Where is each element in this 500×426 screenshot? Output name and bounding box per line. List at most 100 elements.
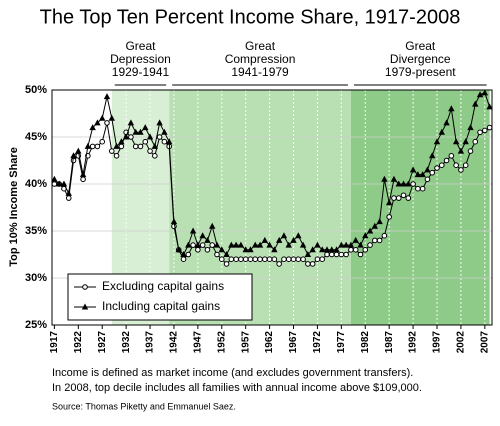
data-point	[410, 181, 416, 187]
data-point	[324, 251, 330, 258]
data-point	[314, 256, 321, 263]
data-point	[204, 247, 211, 253]
data-point	[347, 241, 355, 248]
data-point	[328, 246, 335, 253]
data-point	[199, 242, 206, 248]
data-point	[467, 124, 474, 131]
source: Source: Thomas Piketty and Emmanuel Saez…	[52, 401, 236, 411]
data-point	[151, 142, 159, 149]
data-point	[161, 128, 168, 135]
data-point	[256, 241, 264, 248]
data-point	[415, 185, 421, 192]
x-tick-label: 1937	[145, 331, 156, 354]
data-point	[319, 246, 326, 253]
data-point	[448, 105, 455, 112]
data-point	[185, 251, 192, 258]
data-point	[128, 134, 134, 140]
data-point	[261, 236, 269, 243]
data-point	[443, 119, 450, 126]
period-label: Great	[245, 39, 276, 53]
data-point	[372, 237, 378, 244]
data-point	[333, 246, 340, 253]
data-point	[476, 91, 484, 98]
data-point	[199, 232, 206, 239]
data-point	[223, 251, 230, 257]
data-point	[438, 128, 445, 135]
legend-label: Including capital gains	[102, 299, 220, 313]
data-point	[60, 180, 68, 187]
period-label: 1929-1941	[112, 65, 170, 79]
data-point	[228, 241, 235, 248]
data-point	[108, 114, 115, 121]
data-point	[281, 256, 287, 263]
data-point	[381, 232, 388, 239]
legend-box	[67, 273, 253, 321]
data-point	[481, 89, 489, 96]
data-point	[55, 180, 63, 187]
data-point	[104, 120, 110, 126]
data-point	[247, 246, 254, 253]
period-label: Great	[405, 39, 436, 53]
data-point	[113, 153, 120, 159]
data-point	[84, 142, 92, 149]
data-point	[314, 241, 321, 248]
data-point	[458, 167, 464, 173]
data-point	[94, 143, 101, 150]
data-point	[242, 256, 249, 263]
data-point	[362, 232, 369, 239]
data-point	[467, 148, 474, 154]
data-point	[290, 256, 297, 263]
data-point	[309, 246, 316, 253]
period-label: Great	[125, 39, 156, 53]
data-point	[434, 165, 440, 171]
data-point	[424, 166, 431, 173]
data-point	[113, 142, 120, 149]
data-point	[433, 138, 441, 145]
period-band	[350, 90, 490, 325]
x-tick-label: 2007	[479, 331, 490, 354]
data-point	[290, 236, 297, 243]
footnote: In 2008, top decile includes all familie…	[52, 382, 422, 394]
data-point	[142, 138, 149, 145]
data-point	[414, 171, 422, 178]
data-point	[156, 119, 163, 126]
data-point	[448, 153, 455, 159]
data-point	[424, 176, 431, 183]
data-point	[443, 157, 450, 164]
data-point	[285, 256, 292, 263]
data-point	[180, 256, 187, 263]
data-point	[127, 119, 135, 126]
data-point	[309, 261, 316, 267]
x-tick-label: 2002	[456, 331, 467, 354]
data-point	[99, 114, 106, 121]
data-point	[252, 241, 259, 248]
chart-title: The Top Ten Percent Income Share, 1917-2…	[40, 6, 461, 28]
data-point	[122, 133, 130, 140]
data-point	[257, 256, 263, 263]
data-point	[453, 162, 459, 168]
data-point	[319, 256, 326, 263]
data-point	[51, 181, 58, 187]
data-point	[391, 195, 397, 201]
data-point	[180, 251, 187, 257]
data-point	[400, 192, 407, 199]
data-point	[232, 241, 240, 248]
data-point	[99, 138, 106, 145]
data-point	[51, 175, 58, 182]
period-label: Compression	[225, 52, 296, 66]
data-point	[376, 237, 383, 244]
data-point	[175, 246, 182, 253]
data-point	[352, 236, 359, 243]
data-point	[223, 261, 230, 267]
data-point	[367, 242, 373, 248]
data-point	[228, 256, 235, 263]
data-point	[333, 251, 340, 258]
plot-frame	[51, 89, 493, 326]
y-tick-label: 25%	[25, 319, 47, 331]
data-point	[395, 195, 402, 201]
data-point	[137, 143, 144, 150]
x-tick-label: 1962	[264, 331, 275, 354]
data-point	[429, 152, 436, 159]
x-tick-label: 1967	[288, 331, 299, 354]
